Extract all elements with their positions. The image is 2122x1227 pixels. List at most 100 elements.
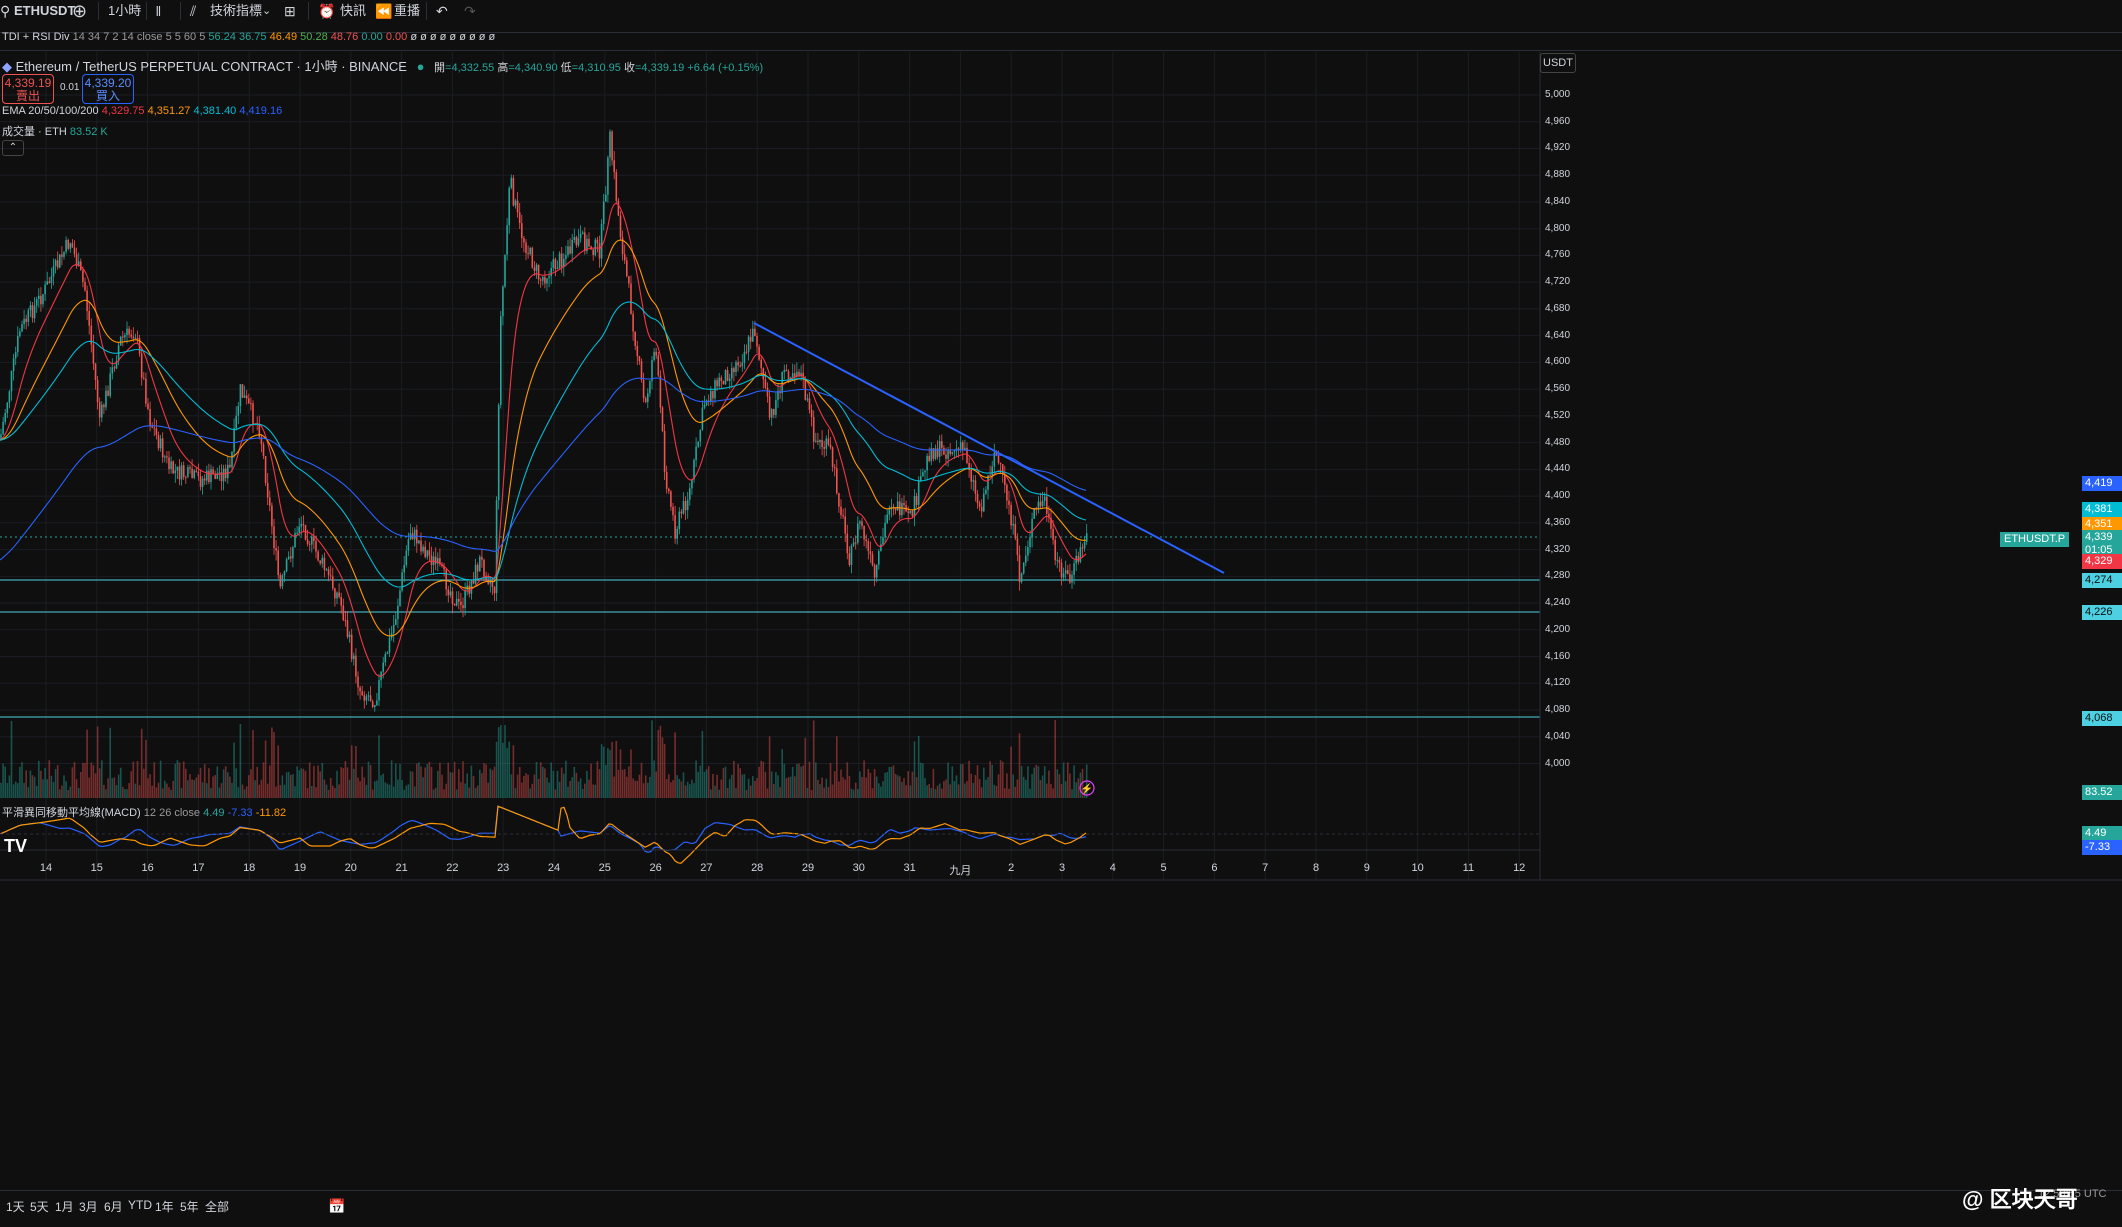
candle-body xyxy=(443,566,445,570)
range-button[interactable]: 5年 xyxy=(180,1200,199,1214)
alert-clock-icon[interactable]: ⏰ xyxy=(318,3,336,19)
candle-body xyxy=(663,431,666,473)
ethereum-icon: ◆ xyxy=(2,59,12,74)
candle-body xyxy=(844,516,846,534)
currency-button[interactable]: USDT xyxy=(1540,53,1576,73)
time-tick: 24 xyxy=(547,862,561,874)
indicators-icon[interactable]: ⫽ xyxy=(190,3,197,19)
range-button[interactable]: 1天 xyxy=(6,1200,25,1214)
candle-body xyxy=(420,540,422,552)
volume-bar xyxy=(14,781,17,798)
candle-body xyxy=(894,508,897,511)
candle-body xyxy=(699,429,702,442)
volume-bar xyxy=(542,766,544,798)
range-button[interactable]: 1年 xyxy=(155,1200,174,1214)
volume-bars xyxy=(0,720,1088,798)
volume-bar xyxy=(275,786,277,798)
candle-body xyxy=(670,491,672,507)
tdi-legend[interactable]: TDI + RSI Div 14 34 7 2 14 close 5 5 60 … xyxy=(2,31,495,43)
replay-icon[interactable]: ⏪ xyxy=(375,3,393,19)
candle-body xyxy=(735,362,737,373)
range-button[interactable]: 5天 xyxy=(30,1200,49,1214)
candle-body xyxy=(258,424,261,438)
calendar-icon[interactable]: 📅 xyxy=(328,1198,346,1214)
time-tick: 8 xyxy=(1312,862,1320,874)
buy-button[interactable]: 4,339.20 買入 xyxy=(82,74,134,104)
volume-bar xyxy=(657,729,660,798)
undo-icon[interactable]: ↶ xyxy=(436,3,448,19)
range-button[interactable]: 1月 xyxy=(55,1200,74,1214)
volume-bar xyxy=(609,749,611,798)
volume-bar xyxy=(985,779,987,798)
sell-button[interactable]: 4,339.19 賣出 xyxy=(2,74,54,104)
ema-legend[interactable]: EMA 20/50/100/200 4,329.75 4,351.27 4,38… xyxy=(2,105,282,117)
volume-bar xyxy=(59,789,61,798)
range-button[interactable]: 3月 xyxy=(79,1200,98,1214)
volume-bar xyxy=(1043,766,1046,798)
volume-bar xyxy=(460,782,462,798)
range-button[interactable]: YTD xyxy=(128,1198,152,1212)
candle-body xyxy=(357,676,359,688)
volume-bar xyxy=(817,779,819,798)
candle-body xyxy=(111,367,114,374)
sell-price: 4,339.19 xyxy=(4,76,52,90)
candle-body xyxy=(661,407,664,432)
volume-legend[interactable]: 成交量 · ETH 83.52 K xyxy=(2,123,108,139)
volume-bar xyxy=(884,772,886,798)
candle-body xyxy=(460,601,462,606)
search-icon[interactable]: ⚲ xyxy=(0,3,11,19)
symbol-legend[interactable]: ◆ Ethereum / TetherUS PERPETUAL CONTRACT… xyxy=(2,56,763,75)
volume-bar xyxy=(1008,788,1010,798)
price-tick: 4,680 xyxy=(1545,302,1571,314)
volume-bar xyxy=(384,782,387,798)
range-button[interactable]: 6月 xyxy=(104,1200,123,1214)
volume-bar xyxy=(29,770,32,798)
candle-type-icon[interactable]: 𝍪 xyxy=(156,3,161,19)
redo-icon[interactable]: ↷ xyxy=(464,3,476,19)
candle-body xyxy=(880,544,882,552)
collapse-legend-button[interactable]: ⌃ xyxy=(2,140,24,156)
indicators-button[interactable]: 技術指標 xyxy=(210,3,263,18)
candle-body xyxy=(794,373,796,377)
volume-bar xyxy=(432,789,435,798)
candle-body xyxy=(176,466,179,471)
symbol-button[interactable]: ETHUSDT xyxy=(14,3,76,18)
replay-button[interactable]: 重播 xyxy=(394,3,421,18)
candle-body xyxy=(634,331,636,346)
volume-bar xyxy=(237,787,240,798)
volume-bar xyxy=(502,742,504,798)
volume-bar xyxy=(1075,782,1077,798)
volume-bar xyxy=(521,782,523,798)
candle-body xyxy=(145,378,147,404)
chevron-down-icon[interactable]: ⌄ xyxy=(262,5,272,17)
candle-body xyxy=(525,242,527,254)
volume-bar xyxy=(397,779,399,798)
volume-bar xyxy=(529,788,531,798)
range-button[interactable]: 全部 xyxy=(205,1200,230,1214)
candle-body xyxy=(626,260,628,277)
volume-bar xyxy=(178,762,181,798)
volume-bar xyxy=(336,770,338,798)
volume-bar xyxy=(315,787,317,798)
candle-body xyxy=(915,496,918,505)
layout-grid-icon[interactable]: ⊞ xyxy=(284,3,296,19)
volume-bar xyxy=(943,781,945,798)
volume-bar xyxy=(607,748,609,798)
volume-bar xyxy=(791,766,794,798)
volume-bar xyxy=(489,768,492,798)
candle-body xyxy=(367,695,370,697)
volume-bar xyxy=(418,762,420,798)
volume-bar xyxy=(174,763,177,798)
volume-bar xyxy=(117,774,120,798)
volume-bar xyxy=(842,777,844,798)
volume-bar xyxy=(296,766,298,798)
macd-legend[interactable]: 平滑異同移動平均線(MACD) 12 26 close 4.49 -7.33 -… xyxy=(2,804,286,820)
volume-bar xyxy=(638,774,641,798)
tdi-v3: 46.49 xyxy=(269,31,298,43)
candle-body xyxy=(1046,496,1048,514)
candle-body xyxy=(42,294,44,305)
compare-add-icon[interactable]: ⊕ xyxy=(72,1,88,21)
interval-button[interactable]: 1小時 xyxy=(108,3,142,18)
alert-button[interactable]: 快訊 xyxy=(340,3,367,18)
